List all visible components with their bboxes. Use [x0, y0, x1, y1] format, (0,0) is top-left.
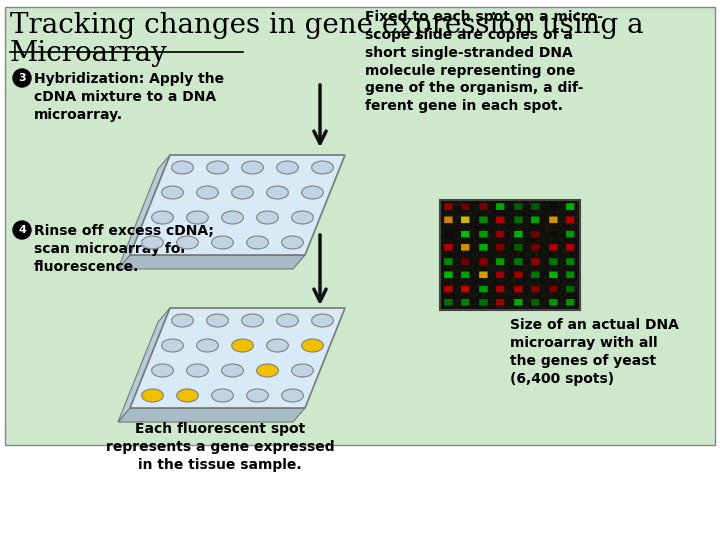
Ellipse shape: [186, 364, 208, 377]
Ellipse shape: [212, 236, 233, 249]
Ellipse shape: [171, 314, 194, 327]
Text: 4: 4: [18, 225, 26, 235]
Ellipse shape: [207, 161, 228, 174]
Ellipse shape: [222, 211, 243, 224]
Ellipse shape: [302, 186, 323, 199]
Ellipse shape: [212, 389, 233, 402]
Ellipse shape: [302, 339, 323, 352]
Ellipse shape: [256, 364, 279, 377]
Text: Rinse off excess cDNA;
scan microarray for
fluorescence.: Rinse off excess cDNA; scan microarray f…: [34, 224, 214, 274]
Ellipse shape: [142, 236, 163, 249]
Text: 3: 3: [18, 73, 26, 83]
Ellipse shape: [247, 389, 269, 402]
Ellipse shape: [292, 211, 313, 224]
Text: Size of an actual DNA
microarray with all
the genes of yeast
(6,400 spots): Size of an actual DNA microarray with al…: [510, 318, 679, 386]
Polygon shape: [130, 155, 345, 255]
Ellipse shape: [292, 364, 313, 377]
Ellipse shape: [242, 161, 264, 174]
Text: Each fluorescent spot
represents a gene expressed
in the tissue sample.: Each fluorescent spot represents a gene …: [106, 422, 334, 472]
Ellipse shape: [142, 389, 163, 402]
Text: Tracking changes in gene expression using a: Tracking changes in gene expression usin…: [10, 12, 644, 39]
Ellipse shape: [312, 161, 333, 174]
Ellipse shape: [162, 339, 184, 352]
Ellipse shape: [247, 236, 269, 249]
Ellipse shape: [152, 211, 174, 224]
Circle shape: [13, 69, 31, 87]
Text: Microarray: Microarray: [10, 40, 168, 67]
Ellipse shape: [152, 364, 174, 377]
Ellipse shape: [207, 314, 228, 327]
Ellipse shape: [232, 339, 253, 352]
Ellipse shape: [186, 211, 208, 224]
Polygon shape: [118, 255, 305, 269]
Polygon shape: [118, 155, 170, 269]
Circle shape: [13, 221, 31, 239]
Ellipse shape: [232, 186, 253, 199]
Ellipse shape: [171, 161, 194, 174]
Ellipse shape: [197, 186, 218, 199]
Ellipse shape: [282, 236, 303, 249]
Ellipse shape: [197, 339, 218, 352]
Polygon shape: [118, 308, 170, 422]
Ellipse shape: [256, 211, 279, 224]
Polygon shape: [130, 308, 345, 408]
Ellipse shape: [176, 236, 198, 249]
Ellipse shape: [242, 314, 264, 327]
Ellipse shape: [312, 314, 333, 327]
Text: Hybridization: Apply the
cDNA mixture to a DNA
microarray.: Hybridization: Apply the cDNA mixture to…: [34, 72, 224, 122]
Ellipse shape: [266, 186, 288, 199]
Ellipse shape: [276, 314, 298, 327]
Ellipse shape: [222, 364, 243, 377]
Ellipse shape: [266, 339, 288, 352]
Bar: [440, 200, 580, 310]
Text: Fixed to each spot on a micro-
scope slide are copies of a
short single-stranded: Fixed to each spot on a micro- scope sli…: [365, 10, 603, 113]
Ellipse shape: [162, 186, 184, 199]
Polygon shape: [118, 408, 305, 422]
Ellipse shape: [282, 389, 303, 402]
Ellipse shape: [176, 389, 198, 402]
Bar: [5, 7, 715, 445]
Ellipse shape: [276, 161, 298, 174]
